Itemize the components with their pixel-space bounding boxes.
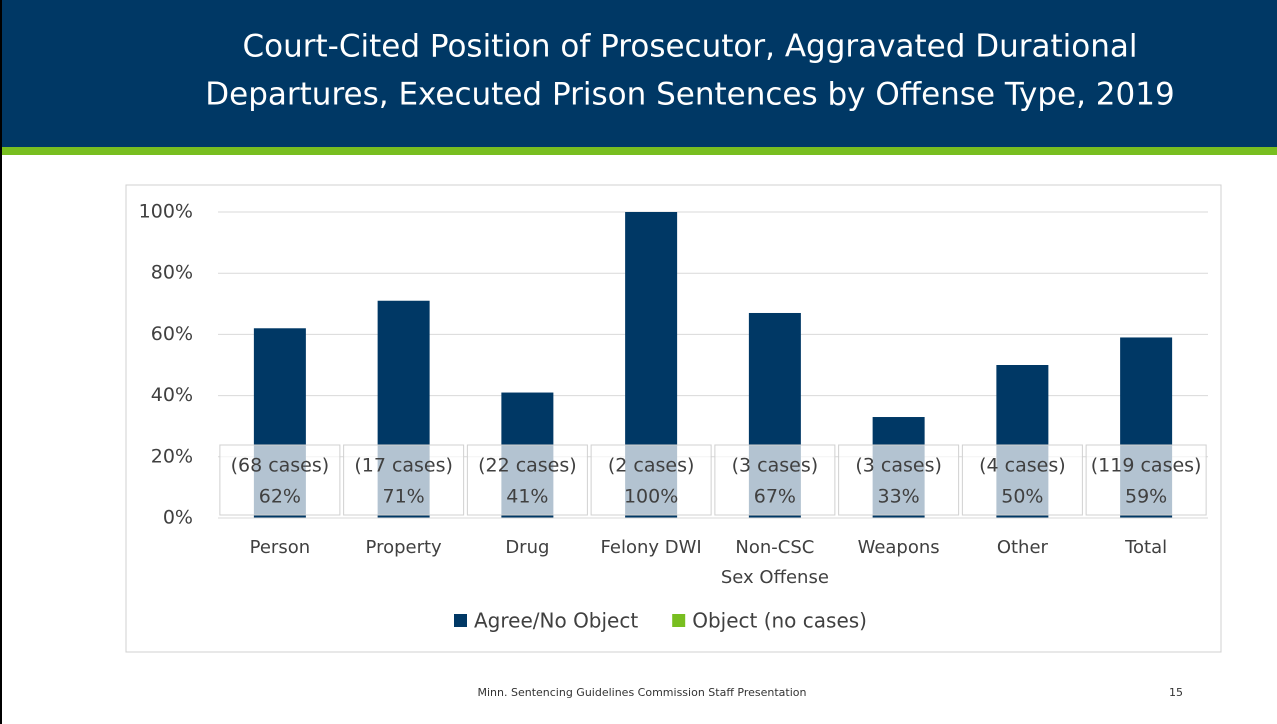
legend-swatch — [454, 614, 467, 627]
y-tick-label: 100% — [139, 201, 193, 223]
data-label: 50% — [1001, 486, 1043, 508]
data-label: 67% — [754, 486, 796, 508]
plot: 0% 20% 40% 60% 80% 100% Person (68 cases) 62% Pro… — [139, 201, 1208, 633]
title-line: Court-Cited Position of Prosecutor, Aggr… — [243, 29, 1138, 65]
x-tick-label: Non-CSC — [735, 537, 814, 558]
header-band — [0, 0, 1277, 147]
x-tick-label: Weapons — [858, 537, 940, 558]
y-tick-label: 60% — [151, 323, 193, 345]
data-label: 41% — [506, 486, 548, 508]
legend-label: Agree/No Object — [474, 609, 638, 633]
legend-label: Object (no cases) — [692, 609, 867, 633]
case-label: (3 cases) — [855, 455, 942, 477]
label-box — [961, 444, 1083, 516]
label-box — [590, 444, 712, 516]
data-label: 59% — [1125, 486, 1167, 508]
data-label: 33% — [878, 486, 920, 508]
footer-text: Minn. Sentencing Guidelines Commission S… — [477, 686, 806, 699]
x-tick-label: Other — [997, 537, 1049, 558]
data-label: 100% — [624, 486, 678, 508]
label-box — [1085, 444, 1207, 516]
case-label: (4 cases) — [979, 455, 1066, 477]
label-box — [219, 444, 341, 516]
case-label: (2 cases) — [608, 455, 695, 477]
case-label: (68 cases) — [231, 455, 330, 477]
label-box — [714, 444, 836, 516]
legend-swatch — [672, 614, 686, 627]
x-tick-label: Person — [250, 537, 311, 558]
data-label: 62% — [259, 486, 301, 508]
label-box — [466, 444, 588, 516]
y-tick-label: 20% — [151, 445, 193, 467]
case-label: (22 cases) — [478, 455, 577, 477]
case-label: (119 cases) — [1091, 455, 1202, 477]
y-tick-label: 40% — [151, 384, 193, 406]
accent-strip — [0, 147, 1277, 155]
title-line: Departures, Executed Prison Sentences by… — [205, 77, 1174, 113]
x-tick-label: Total — [1124, 537, 1167, 558]
x-tick-label: Felony DWI — [601, 537, 702, 558]
page-number: 15 — [1169, 686, 1183, 699]
case-label: (3 cases) — [732, 455, 819, 477]
label-box — [838, 444, 960, 516]
label-box — [343, 444, 465, 516]
y-tick-label: 0% — [163, 507, 193, 529]
x-tick-label: Sex Offense — [721, 567, 829, 588]
y-tick-label: 80% — [151, 262, 193, 284]
data-label: 71% — [383, 486, 425, 508]
x-tick-label: Property — [366, 537, 443, 558]
x-tick-label: Drug — [505, 537, 549, 558]
case-label: (17 cases) — [354, 455, 453, 477]
